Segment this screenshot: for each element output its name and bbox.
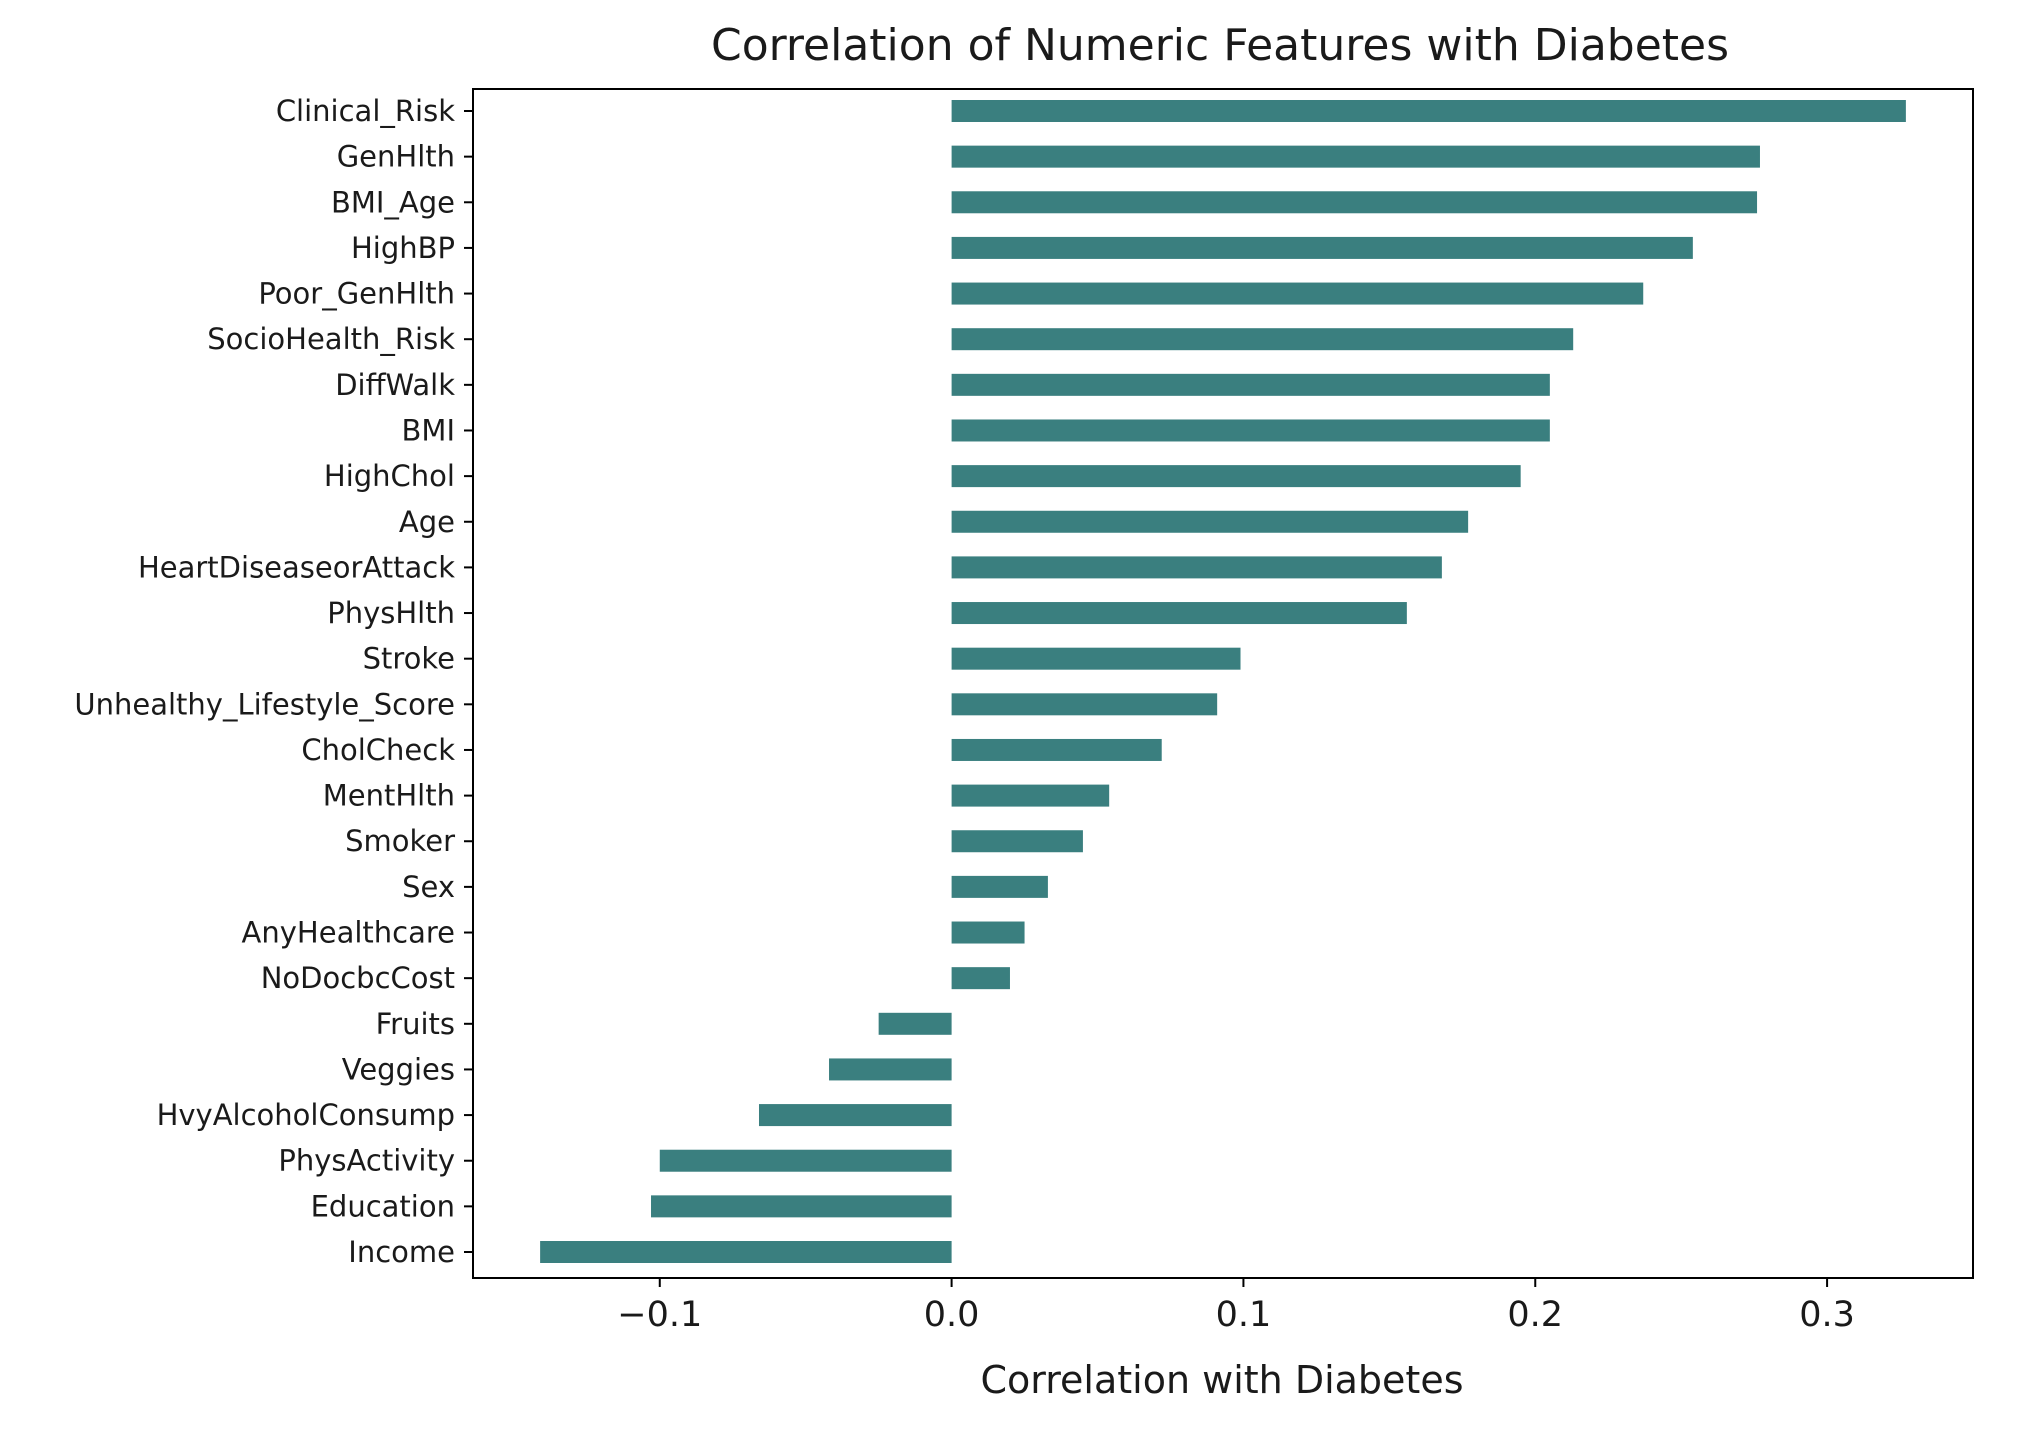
bar-Smoker [951,830,1083,853]
y-tick-label: Sex [402,870,455,904]
bar-PhysActivity [659,1149,952,1172]
y-tick-label: Stroke [363,642,455,676]
y-tick-label: DiffWalk [335,368,455,402]
y-tick-label: Veggies [342,1052,455,1086]
bar-SocioHealth_Risk [951,328,1574,351]
y-tick-label: NoDocbcCost [261,961,455,995]
x-tick-label: −0.1 [617,1295,702,1335]
x-tick-label: 0.1 [1216,1295,1272,1335]
chart-title: Correlation of Numeric Features with Dia… [711,20,1729,71]
y-tick-label: HvyAlcoholConsump [157,1098,455,1132]
y-tick-label: CholCheck [301,733,455,767]
y-tick-label: PhysActivity [278,1144,455,1178]
y-tick-label: Poor_GenHlth [258,277,455,311]
bar-HighChol [951,465,1521,488]
bar-HighBP [951,236,1693,259]
bar-CholCheck [951,738,1162,761]
y-tick-label: Smoker [345,824,455,858]
y-tick-label: PhysHlth [327,596,455,630]
y-tick-label: SocioHealth_Risk [207,322,455,356]
bar-BMI [951,419,1550,442]
bar-Veggies [829,1058,952,1081]
x-axis-label: Correlation with Diabetes [981,1358,1464,1402]
y-tick-label: Unhealthy_Lifestyle_Score [74,687,455,721]
y-tick-label: HighChol [324,459,455,493]
y-tick-label: Fruits [376,1007,455,1041]
bar-GenHlth [951,145,1760,168]
x-tick-label: 0.2 [1507,1295,1563,1335]
x-tick-label: 0.0 [924,1295,980,1335]
bar-Clinical_Risk [951,100,1906,122]
x-tick-label: 0.3 [1799,1295,1855,1335]
y-tick-label: AnyHealthcare [242,916,455,950]
y-tick-label: MentHlth [323,779,455,813]
bar-DiffWalk [951,373,1550,396]
y-tick-label: GenHlth [337,140,455,174]
y-tick-label: Age [399,505,455,539]
plot-frame [472,88,1974,1279]
bar-Fruits [878,1012,952,1035]
plot-area: Clinical_Risk GenHlth BMI_Age HighBP Poor_Ge… [74,94,1906,1335]
y-tick-label: Income [348,1235,455,1269]
bar-NoDocbcCost [951,967,1010,990]
y-tick-label: BMI [402,413,455,447]
y-tick-label: Education [311,1189,455,1223]
bar-Poor_GenHlth [951,282,1644,305]
bar-Unhealthy_Lifestyle_Score [951,693,1218,716]
bar-Income [540,1241,952,1263]
bar-Education [651,1195,952,1218]
bar-AnyHealthcare [951,921,1025,944]
bar-MentHlth [951,784,1110,807]
y-tick-label: HighBP [351,231,455,265]
bar-Stroke [951,647,1241,670]
bar-Age [951,510,1469,533]
bar-HeartDiseaseorAttack [951,556,1442,579]
bar-Sex [951,875,1048,898]
bar-HvyAlcoholConsump [758,1104,952,1127]
bar-BMI_Age [951,191,1758,214]
y-tick-label: Clinical_Risk [276,94,455,128]
y-tick-label: HeartDiseaseorAttack [138,550,455,584]
bar-PhysHlth [951,602,1407,625]
y-tick-label: BMI_Age [331,185,455,219]
